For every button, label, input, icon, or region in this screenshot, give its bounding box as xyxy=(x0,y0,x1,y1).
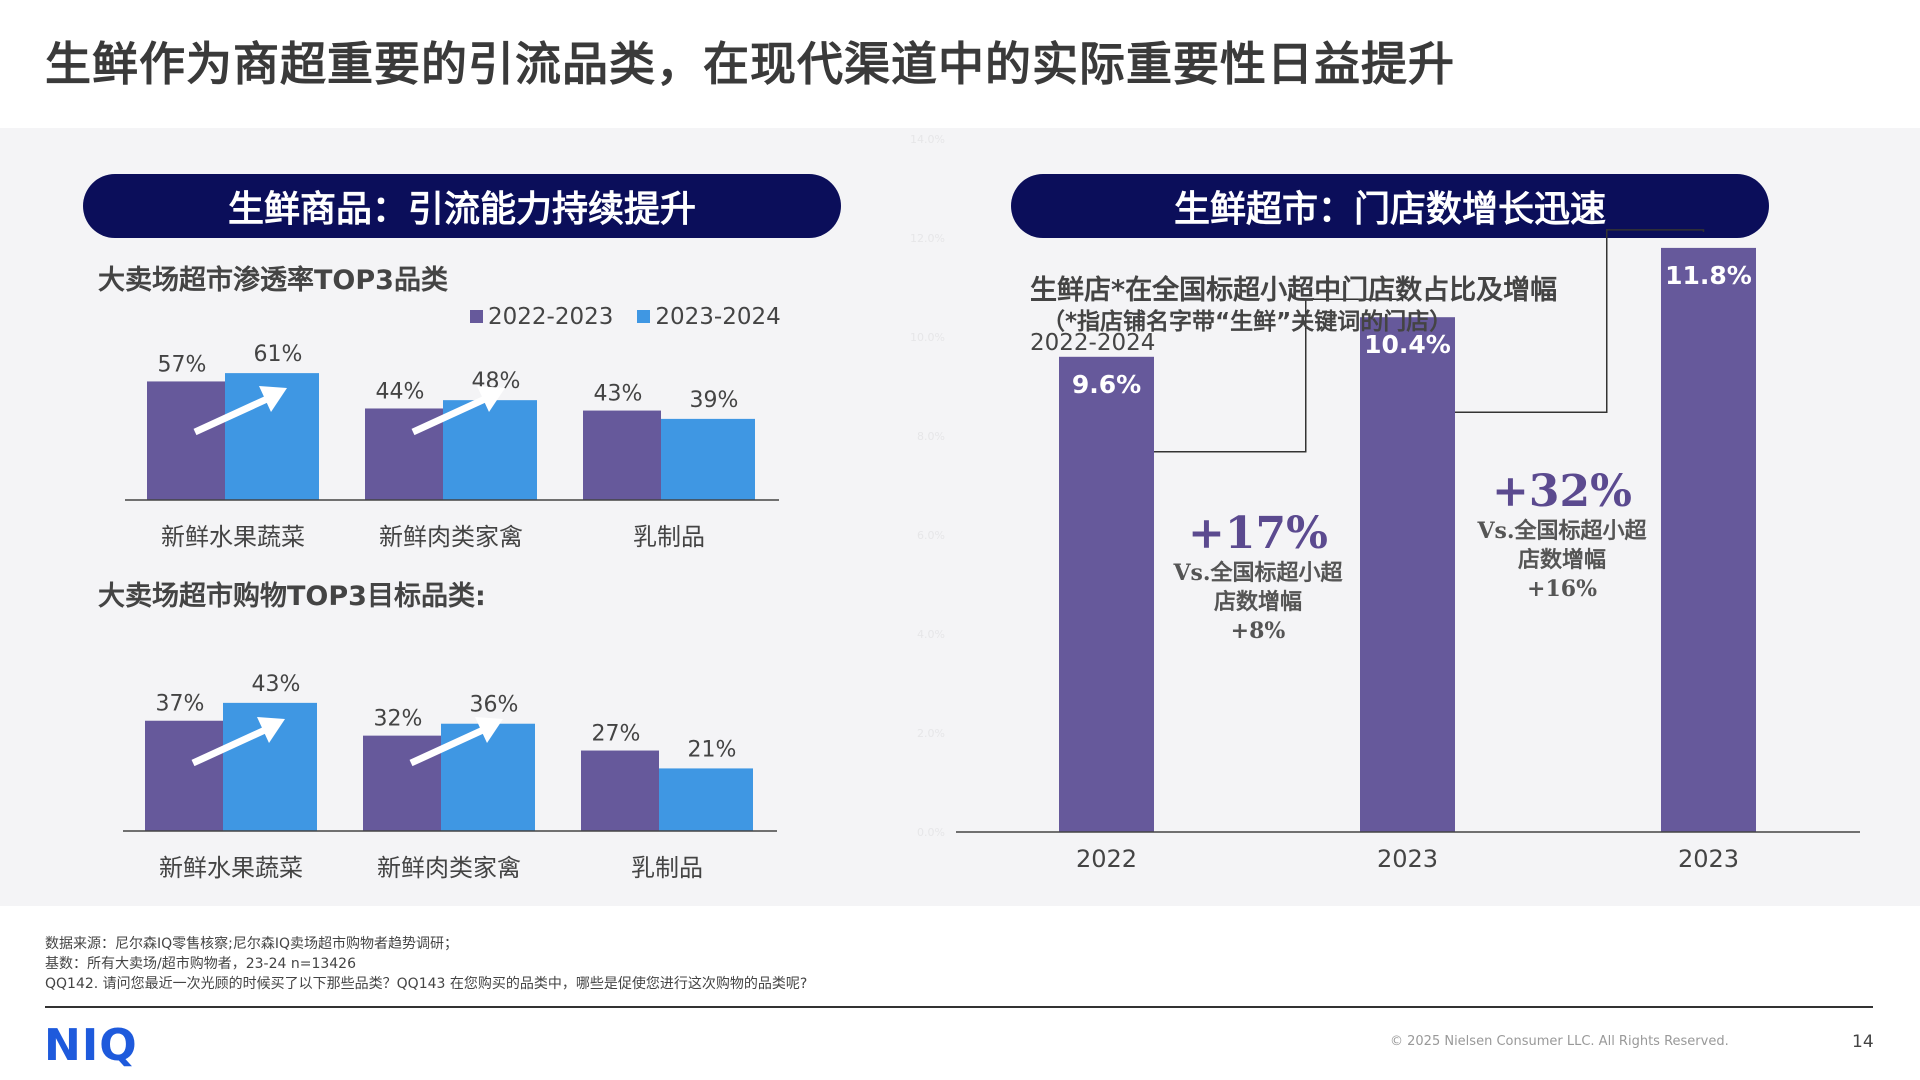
chart2-category-2: 乳制品 xyxy=(631,854,703,882)
legend-label-b: 2023-2024 xyxy=(655,304,781,330)
chart2-title: 大卖场超市购物TOP3目标品类: xyxy=(98,581,486,612)
growth-line2-1: 店数增幅 xyxy=(1213,589,1302,615)
page-number: 14 xyxy=(1852,1032,1874,1052)
source-footnote: 数据来源：尼尔森IQ零售核察;尼尔森IQ卖场超市购物者趋势调研； 基数：所有大卖… xyxy=(45,934,807,994)
chart1-title: 大卖场超市渗透率TOP3品类 xyxy=(98,265,448,296)
chart1-arrow-0 xyxy=(193,395,269,436)
chart2-bar-b-2 xyxy=(659,768,753,831)
growth-line3-2: +16% xyxy=(1527,576,1597,602)
chart1-bar-b-1 xyxy=(443,400,537,500)
niq-logo: NIQ xyxy=(44,1020,138,1071)
chart1-arrow-1 xyxy=(411,395,487,436)
chart2-category-1: 新鲜肉类家禽 xyxy=(377,854,521,882)
legend-item-a: 2022-2023 xyxy=(470,304,613,330)
footer-divider xyxy=(45,1006,1873,1008)
chart1-bar-a-0 xyxy=(147,381,225,500)
footnote-line-3: QQ142. 请问您最近一次光顾的时候买了以下那些品类？QQ143 在您购买的品… xyxy=(45,976,808,992)
chart3-note: （*指店铺名字带“生鲜”关键词的门店） xyxy=(1042,309,1453,335)
growth-line2-2: 店数增幅 xyxy=(1517,547,1606,573)
chart2-arrow-0 xyxy=(191,726,267,767)
chart2-label-b-0: 43% xyxy=(252,672,301,697)
legend-swatch-a xyxy=(470,310,483,323)
chart2-arrow-head-0 xyxy=(257,717,285,743)
chart3-category-0: 2022 xyxy=(1076,845,1137,873)
chart3-ytick-3: 6.0% xyxy=(917,529,945,542)
chart2-arrow-head-1 xyxy=(475,717,503,743)
chart2-arrow-1 xyxy=(409,726,485,767)
footnote-line-2: 基数：所有大卖场/超市购物者，23-24 n=13426 xyxy=(45,956,356,972)
chart3-ytick-4: 8.0% xyxy=(917,430,945,443)
chart1-label-b-2: 39% xyxy=(690,388,739,413)
growth-line1-1: Vs.全国标超小超 xyxy=(1173,560,1343,586)
chart2-label-a-0: 37% xyxy=(156,692,205,717)
chart3-category-2: 2023 xyxy=(1678,845,1739,873)
growth-line3-1: +8% xyxy=(1230,618,1286,644)
left-section-header: 生鲜商品：引流能力持续提升 xyxy=(83,174,841,238)
chart1-label-a-2: 43% xyxy=(594,382,643,407)
legend-swatch-b xyxy=(637,310,651,323)
chart3-bracket-0 xyxy=(1154,298,1404,453)
chart3-category-1: 2023 xyxy=(1377,845,1438,873)
chart2-category-0: 新鲜水果蔬菜 xyxy=(159,854,303,882)
chart3-ytick-2: 4.0% xyxy=(917,628,945,641)
growth-annotation-2: +32% Vs.全国标超小超 店数增幅 +16% xyxy=(1462,466,1662,604)
chart1-label-b-0: 61% xyxy=(254,342,303,367)
chart3-label-1: 10.4% xyxy=(1364,330,1451,359)
chart2-label-a-2: 27% xyxy=(592,722,641,747)
chart3-ytick-6: 12.0% xyxy=(910,232,945,245)
chart1-category-0: 新鲜水果蔬菜 xyxy=(161,523,305,551)
chart3-bar-0 xyxy=(1059,356,1154,832)
chart1-category-2: 乳制品 xyxy=(633,523,705,551)
chart2-label-b-1: 36% xyxy=(470,693,519,718)
chart2-bar-a-1 xyxy=(363,735,441,831)
growth-big-1: +17% xyxy=(1188,508,1328,559)
growth-annotation-1: +17% Vs.全国标超小超 店数增幅 +8% xyxy=(1158,508,1358,646)
chart3-ytick-7: 14.0% xyxy=(910,133,945,146)
chart1-arrow-head-0 xyxy=(259,386,287,412)
chart1-bar-b-2 xyxy=(661,418,755,500)
growth-big-2: +32% xyxy=(1492,466,1632,517)
chart3-bar-1 xyxy=(1360,317,1455,832)
chart3-ytick-0: 0.0% xyxy=(917,826,945,839)
chart3-label-0: 9.6% xyxy=(1072,370,1141,399)
copyright: © 2025 Nielsen Consumer LLC. All Rights … xyxy=(1390,1034,1729,1049)
growth-line1-2: Vs.全国标超小超 xyxy=(1477,518,1647,544)
right-section-header: 生鲜超市：门店数增长迅速 xyxy=(1011,174,1769,238)
chart3-bar-2 xyxy=(1661,247,1756,832)
legend-item-b: 2023-2024 xyxy=(637,304,781,330)
chart3-period: 2022-2024 xyxy=(1030,330,1156,356)
page-title: 生鲜作为商超重要的引流品类，在现代渠道中的实际重要性日益提升 xyxy=(45,37,1455,91)
chart3-ytick-5: 10.0% xyxy=(910,331,945,344)
chart3-ytick-1: 2.0% xyxy=(917,727,945,740)
chart1-category-1: 新鲜肉类家禽 xyxy=(379,523,523,551)
chart2-label-a-1: 32% xyxy=(374,707,423,732)
legend-label-a: 2022-2023 xyxy=(488,304,614,330)
chart2-label-b-2: 21% xyxy=(688,737,737,762)
chart1-legend: 2022-2023 2023-2024 xyxy=(470,304,781,330)
chart3-title: 生鲜店*在全国标超小超中门店数占比及增幅 xyxy=(1030,275,1558,306)
chart2-bar-a-2 xyxy=(581,750,659,831)
chart1-label-a-0: 57% xyxy=(158,352,207,377)
chart3-bracket-1 xyxy=(1455,229,1705,413)
chart1-arrow-head-1 xyxy=(477,386,505,412)
chart1-label-a-1: 44% xyxy=(376,379,425,404)
content-panel xyxy=(0,128,1920,906)
chart1-bar-a-2 xyxy=(583,410,661,500)
chart2-bar-a-0 xyxy=(145,720,223,831)
footnote-line-1: 数据来源：尼尔森IQ零售核察;尼尔森IQ卖场超市购物者趋势调研； xyxy=(45,936,459,952)
chart3-label-2: 11.8% xyxy=(1665,261,1752,290)
